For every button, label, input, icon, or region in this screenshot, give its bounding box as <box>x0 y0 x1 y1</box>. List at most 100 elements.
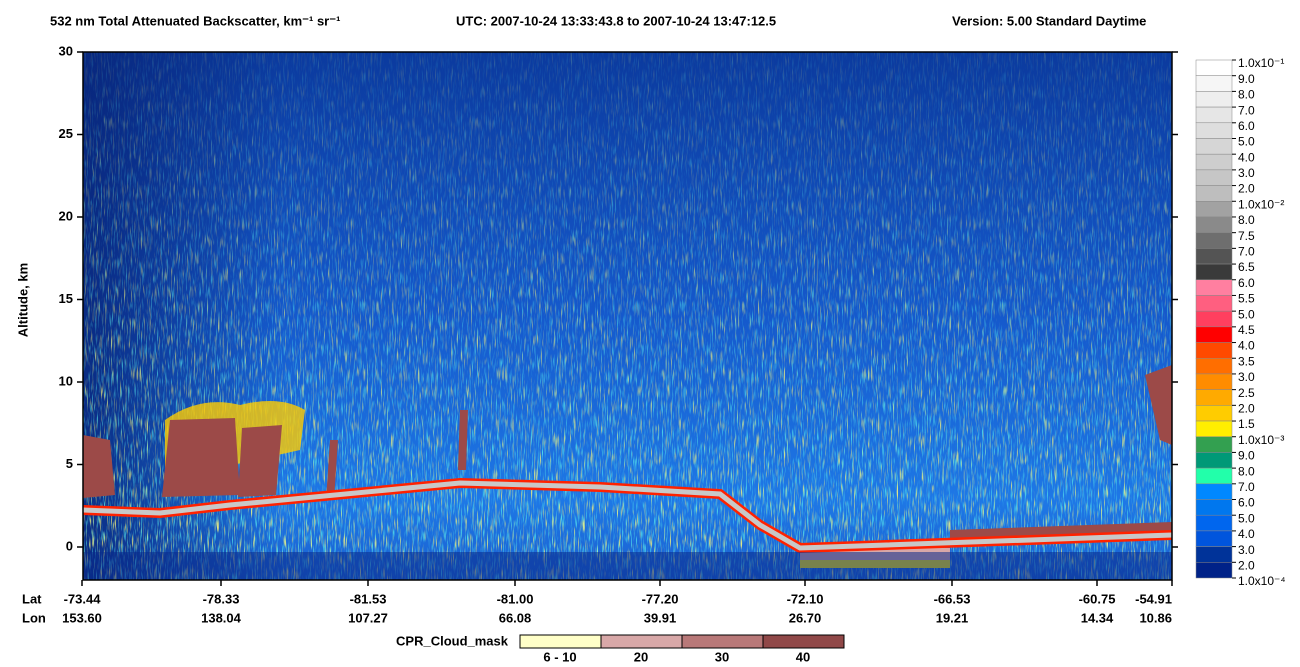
colorbar-swatch <box>1195 106 1233 124</box>
colorbar-swatch <box>1195 59 1233 76</box>
colorbar-swatch <box>1195 75 1233 92</box>
cloud-mask-label: 20 <box>634 649 648 664</box>
cloud <box>162 418 240 497</box>
colorbar-label: 2.0 <box>1238 402 1255 416</box>
colorbar-swatch <box>1195 201 1233 218</box>
colorbar-label: 6.0 <box>1238 496 1255 510</box>
x-tick-label: -81.53 <box>350 591 387 606</box>
heatmap-image <box>82 52 1173 580</box>
colorbar-swatch <box>1195 295 1233 312</box>
cloud-mask-swatch <box>519 634 602 649</box>
colorbar-swatch <box>1195 452 1233 469</box>
colorbar-label: 1.5 <box>1238 417 1255 431</box>
colorbar-swatch <box>1195 122 1233 139</box>
colorbar-label: 4.0 <box>1238 527 1255 541</box>
colorbar-swatch <box>1195 91 1233 108</box>
chart-title: 532 nm Total Attenuated Backscatter, km⁻… <box>50 13 340 28</box>
colorbar-label: 3.5 <box>1238 354 1255 368</box>
colorbar-swatch <box>1195 248 1233 265</box>
y-tick-label: 25 <box>59 126 73 141</box>
colorbar-label: 7.0 <box>1238 480 1255 494</box>
cloud <box>1145 365 1172 445</box>
plot-frame <box>82 51 1173 581</box>
x-tick-label: 153.60 <box>62 610 102 625</box>
colorbar-label: 1.0x10⁻¹ <box>1238 56 1284 70</box>
colorbar-swatch <box>1195 153 1233 171</box>
x-row-label: Lon <box>22 610 46 625</box>
cloud-mask-swatch <box>600 634 683 649</box>
x-tick-label: 107.27 <box>348 610 388 625</box>
y-axis-label: Altitude, km <box>15 263 30 337</box>
colorbar-swatch <box>1195 483 1233 500</box>
colorbar-swatch <box>1195 562 1233 579</box>
colorbar-swatch <box>1195 499 1233 516</box>
x-tick-label: -81.00 <box>497 591 534 606</box>
colorbar-label: 3.0 <box>1238 543 1255 557</box>
surface-return <box>82 480 1173 551</box>
x-tick-label: -73.44 <box>64 591 102 606</box>
colorbar-swatch <box>1195 405 1233 422</box>
colorbar-swatch <box>1195 216 1233 233</box>
colorbar-label: 8.0 <box>1238 464 1255 478</box>
colorbar-label: 5.0 <box>1238 511 1255 525</box>
colorbar-swatch <box>1195 357 1233 375</box>
version: Version: 5.00 Standard Daytime <box>952 13 1146 28</box>
time-range: UTC: 2007-10-24 13:33:43.8 to 2007-10-24… <box>456 13 776 28</box>
x-tick-label: -78.33 <box>203 591 240 606</box>
subsurface <box>83 552 1172 580</box>
colorbar-swatch <box>1195 514 1233 532</box>
colorbar-label: 9.0 <box>1238 449 1255 463</box>
colorbar-swatch <box>1195 342 1233 359</box>
colorbar-swatch <box>1195 467 1233 485</box>
colorbar-swatch <box>1195 373 1233 390</box>
cloud <box>83 435 115 498</box>
y-tick-label: 0 <box>66 538 73 553</box>
colorbar-swatch <box>1195 546 1233 563</box>
x-tick-label: 19.21 <box>936 610 969 625</box>
colorbar-label: 2.0 <box>1238 182 1255 196</box>
colorbar-label: 4.5 <box>1238 323 1255 337</box>
colorbar-label: 3.0 <box>1238 370 1255 384</box>
x-tick-label: -72.10 <box>787 591 824 606</box>
x-tick-label: -77.20 <box>642 591 679 606</box>
x-tick-label: -66.53 <box>934 591 971 606</box>
colorbar-swatch <box>1195 389 1233 406</box>
cloud-mask-label: 6 - 10 <box>543 649 576 664</box>
colorbar-label: 1.0x10⁻³ <box>1238 433 1284 447</box>
y-tick-label: 5 <box>66 456 73 471</box>
cloud <box>238 425 282 497</box>
colorbar-label: 7.5 <box>1238 229 1255 243</box>
colorbar-swatch <box>1195 530 1233 547</box>
cloud-mask-title: CPR_Cloud_mask <box>396 633 509 648</box>
colorbar-label: 3.0 <box>1238 166 1255 180</box>
cloud-mask-label: 30 <box>715 649 729 664</box>
colorbar-label: 5.0 <box>1238 307 1255 321</box>
colorbar-label: 1.0x10⁻⁴ <box>1238 574 1286 588</box>
colorbar-label: 8.0 <box>1238 213 1255 227</box>
colorbar-swatch <box>1195 169 1233 186</box>
colorbar-label: 9.0 <box>1238 72 1255 86</box>
x-row-label: Lat <box>22 591 42 606</box>
y-tick-label: 15 <box>59 291 73 306</box>
colorbar-swatch <box>1195 420 1233 437</box>
x-tick-label: 39.91 <box>644 610 677 625</box>
cloud-mask-swatch <box>762 634 845 649</box>
colorbar: 1.0x10⁻¹9.08.07.06.05.04.03.02.01.0x10⁻²… <box>1195 56 1286 588</box>
cloud-mask-swatch <box>681 634 764 649</box>
colorbar-label: 2.0 <box>1238 558 1255 572</box>
colorbar-label: 1.0x10⁻² <box>1238 197 1284 211</box>
colorbar-label: 6.0 <box>1238 119 1255 133</box>
colorbar-label: 4.0 <box>1238 150 1255 164</box>
x-tick-label: 66.08 <box>499 610 532 625</box>
colorbar-label: 6.0 <box>1238 276 1255 290</box>
cloud-mask-label: 40 <box>796 649 810 664</box>
colorbar-label: 2.5 <box>1238 386 1255 400</box>
x-tick-label: -60.75 <box>1079 591 1116 606</box>
y-tick-label: 30 <box>59 43 73 58</box>
colorbar-label: 8.0 <box>1238 88 1255 102</box>
colorbar-label: 4.0 <box>1238 339 1255 353</box>
x-tick-label: 14.34 <box>1081 610 1114 625</box>
colorbar-label: 7.0 <box>1238 245 1255 259</box>
colorbar-swatch <box>1195 263 1233 281</box>
colorbar-label: 5.5 <box>1238 292 1255 306</box>
